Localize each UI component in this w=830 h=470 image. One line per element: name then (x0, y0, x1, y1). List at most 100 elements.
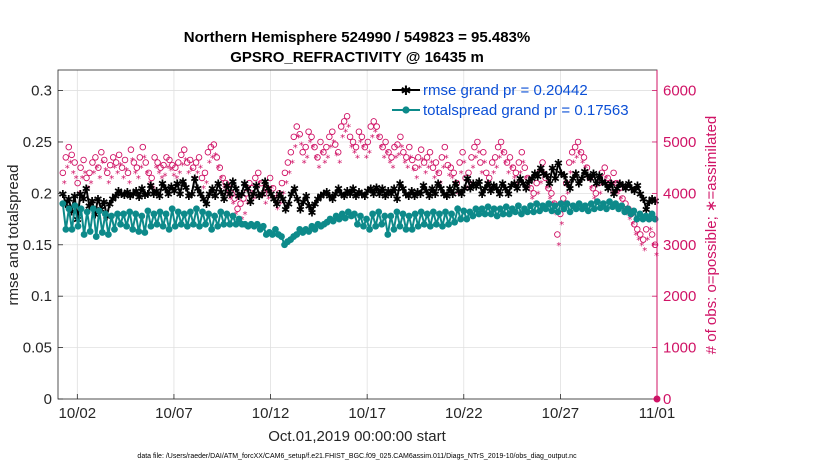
spread-point (80, 231, 88, 238)
obs-assimilated-point: * (642, 246, 647, 257)
spread-point (566, 208, 574, 216)
y-axis-left-label: rmse and totalspread (5, 165, 22, 306)
obs-assimilated-point: * (571, 159, 576, 170)
rmse-point: ✱ (477, 188, 486, 201)
obs-possible-point (106, 161, 114, 169)
rmse-point: ✱ (624, 178, 633, 191)
rmse-point: ✱ (621, 183, 630, 196)
rmse-point: ✱ (480, 183, 489, 196)
obs-possible-point (323, 143, 330, 151)
obs-possible-point (471, 143, 478, 151)
rmse-point: ✱ (612, 183, 621, 196)
obs-possible-point (269, 184, 277, 192)
obs-assimilated-point: * (263, 200, 268, 211)
obs-possible-point (284, 159, 292, 166)
obs-possible-point (139, 143, 147, 151)
obs-possible-point (237, 200, 244, 207)
spread-point (454, 205, 462, 213)
obs-assimilated-point: * (180, 161, 185, 172)
rmse-point: ✱ (595, 169, 604, 182)
rmse-point: ✱ (132, 185, 141, 198)
spread-point (554, 208, 562, 216)
spread-point (475, 210, 483, 218)
spread-point (624, 205, 632, 213)
obs-assimilated-point: * (245, 200, 250, 211)
obs-possible-point (118, 164, 126, 171)
rmse-point: ✱ (519, 178, 528, 191)
rmse-point: ✱ (633, 180, 642, 193)
rmse-point: ✱ (348, 183, 357, 196)
obs-assimilated-point: * (361, 143, 366, 154)
obs-possible-point (518, 148, 526, 156)
obs-assimilated-point: * (556, 241, 561, 252)
spread-point (587, 200, 595, 208)
rmse-point: ✱ (463, 172, 472, 185)
rmse-point: ✱ (228, 176, 237, 189)
obs-possible-point (246, 179, 253, 187)
spread-point (98, 229, 106, 236)
rmse-point: ✱ (351, 190, 360, 203)
obs-assimilated-point: * (479, 169, 484, 180)
rmse-point: ✱ (387, 188, 396, 201)
obs-possible-point (266, 174, 274, 182)
rmse-point: ✱ (442, 190, 451, 203)
spread-point (171, 222, 179, 230)
obs-possible-point (459, 148, 466, 156)
obs-possible-point (65, 143, 73, 151)
rmse-point: ✱ (275, 188, 284, 201)
rmse-point: ✱ (211, 190, 220, 203)
rmse-point: ✱ (263, 183, 272, 196)
spread-point (436, 210, 443, 218)
obs-possible-point (382, 138, 389, 146)
spread-point (584, 207, 592, 215)
obs-assimilated-point: * (536, 189, 541, 200)
rmse-point: ✱ (618, 180, 627, 193)
spread-point (399, 210, 407, 218)
y-right-tick-label: 5000 (663, 134, 696, 151)
obs-possible-point (192, 159, 200, 166)
y-axis-left: 0 0.05 0.1 0.15 0.2 0.25 0.3 (23, 83, 63, 408)
obs-possible-point (565, 159, 573, 166)
obs-assimilated-point: * (583, 164, 588, 175)
obs-assimilated-point: * (302, 159, 307, 170)
obs-assimilated-point: * (604, 174, 609, 185)
spread-point (77, 205, 85, 213)
obs-possible-point (320, 148, 327, 156)
obs-possible-point (112, 159, 120, 166)
obs-possible-point (358, 133, 366, 141)
rmse-point: ✱ (395, 178, 404, 191)
rmse-point: ✱ (642, 203, 651, 216)
obs-possible-point (77, 164, 84, 171)
obs-assimilated-point: * (80, 174, 85, 185)
rmse-point: ✱ (343, 185, 352, 198)
obs-possible-point (98, 148, 105, 156)
spread-point (86, 228, 94, 235)
rmse-point: ✱ (123, 186, 132, 199)
spread-point (193, 205, 200, 213)
spread-point (533, 200, 541, 208)
rmse-point: ✱ (498, 178, 507, 191)
obs-possible-point (231, 195, 238, 202)
obs-possible-point (586, 174, 594, 182)
spread-point (648, 210, 656, 218)
obs-assimilated-point: * (435, 169, 440, 180)
x-tick-label: 10/17 (348, 405, 386, 422)
obs-assimilated-point: * (183, 156, 188, 167)
obs-assimilated-point: * (459, 169, 464, 180)
rmse-point: ✱ (70, 190, 79, 203)
obs-assimilated-point: * (278, 200, 283, 211)
rmse-point: ✱ (161, 183, 170, 196)
rmse-point: ✱ (258, 188, 267, 201)
obs-possible-point (130, 159, 138, 166)
spread-point (396, 222, 404, 230)
obs-assimilated-point: * (613, 179, 618, 190)
spread-point (372, 222, 380, 230)
spread-point (600, 200, 607, 208)
obs-possible-point (175, 159, 182, 166)
spread-point (499, 210, 507, 218)
obs-assimilated-point: * (293, 143, 298, 154)
rmse-point: ✱ (281, 203, 290, 216)
rmse-point: ✱ (178, 176, 187, 189)
obs-assimilated-point: * (589, 184, 594, 195)
rmse-point: ✱ (431, 188, 440, 201)
